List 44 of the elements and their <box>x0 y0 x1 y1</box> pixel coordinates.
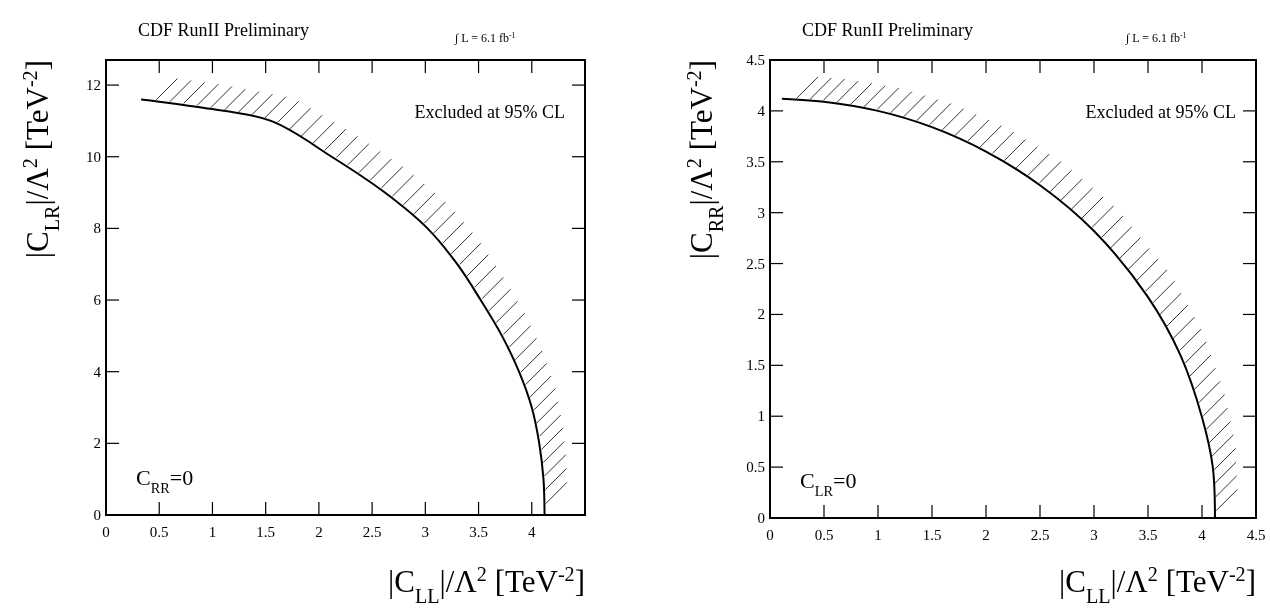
x-tick-label: 2 <box>982 527 990 543</box>
y-tick-label: 2 <box>93 435 101 452</box>
y-tick-label: 10 <box>86 148 101 165</box>
x-tick-label: 1 <box>874 527 882 543</box>
x-tick-label: 0.5 <box>814 527 834 543</box>
annotation: Excluded at 95% CL <box>1085 102 1236 122</box>
y-tick-label: 2 <box>757 306 765 323</box>
chart-title: CDF RunII Preliminary <box>802 20 973 40</box>
y-tick-label: 4 <box>757 102 766 119</box>
text: ∫ L = 6.1 fb$^{-1}$ <box>454 30 516 45</box>
y-tick-label: 1.5 <box>746 357 765 374</box>
x-tick-label: 1.5 <box>256 524 276 540</box>
chart-title: CDF RunII Preliminary <box>138 20 309 40</box>
annotation: Excluded at 95% CL <box>414 102 565 122</box>
y-tick-label: 4.5 <box>746 52 765 68</box>
x-tick-label: 2 <box>315 524 323 540</box>
x-axis-title: |C$_{LL}$|/Λ$^{2}$ [TeV$^{-2}$] <box>1059 563 1256 607</box>
y-tick-label: 0 <box>757 510 765 526</box>
annotation: C$_{LR}$=0 <box>800 468 857 499</box>
y-tick-label: 8 <box>93 220 101 237</box>
x-tick-label: 3.5 <box>469 524 488 540</box>
x-tick-label: 4 <box>1198 527 1207 543</box>
y-tick-label: 0.5 <box>746 459 765 476</box>
y-tick-label: 2.5 <box>746 255 765 272</box>
text: ∫ L = 6.1 fb$^{-1}$ <box>1125 30 1187 45</box>
y-tick-label: 0 <box>93 507 101 523</box>
y-tick-label: 3 <box>757 204 765 221</box>
x-tick-label: 4.5 <box>1246 527 1266 543</box>
y-tick-label: 1 <box>757 408 765 425</box>
x-tick-label: 3 <box>421 524 430 540</box>
y-tick-label: 3.5 <box>746 153 765 170</box>
x-tick-label: 2.5 <box>362 524 382 540</box>
x-tick-label: 1 <box>208 524 217 540</box>
y-tick-label: 6 <box>93 292 102 309</box>
x-tick-label: 3 <box>1090 527 1098 543</box>
x-tick-label: 4 <box>528 524 537 540</box>
y-tick-label: 4 <box>93 363 102 380</box>
x-tick-label: 3.5 <box>1138 527 1158 543</box>
x-tick-label: 0.5 <box>149 524 169 540</box>
y-tick-label: 12 <box>86 77 101 94</box>
x-tick-label: 1.5 <box>922 527 942 543</box>
x-tick-label: 2.5 <box>1030 527 1050 543</box>
x-axis-title: |C$_{LL}$|/Λ$^{2}$ [TeV$^{-2}$] <box>388 563 585 607</box>
annotation: C$_{RR}$=0 <box>136 465 194 496</box>
